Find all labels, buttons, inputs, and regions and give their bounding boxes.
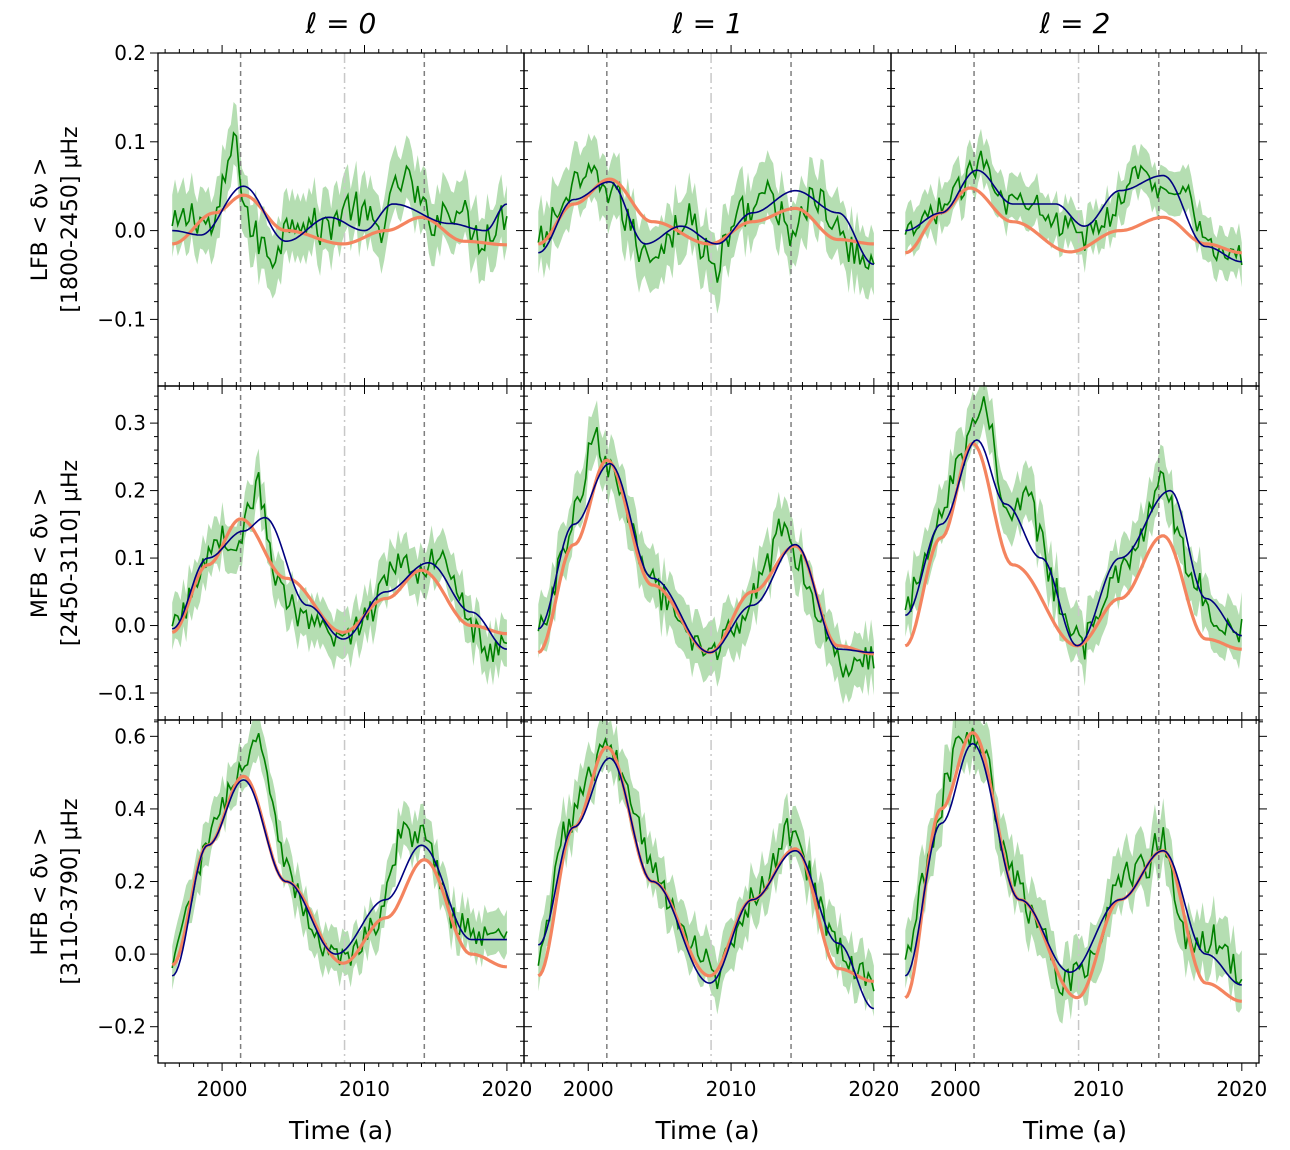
row-label-1: MFB < δν > [2450-3110] μHz <box>28 460 83 646</box>
model-curve <box>537 745 874 983</box>
ytick-label: 0.0 <box>114 614 146 638</box>
smoothed-curve <box>904 742 1242 986</box>
panel-2-1 <box>537 720 875 1063</box>
smoothed-curve <box>537 462 874 654</box>
smoothed-curve <box>172 185 508 242</box>
row-label-0: LFB < δν > [1800-2450] μHz <box>28 126 83 312</box>
row-label-bottom-1: [2450-3110] μHz <box>58 460 83 646</box>
panel-1-1 <box>537 386 875 720</box>
uncertainty-band <box>905 720 1242 1024</box>
uncertainty-band <box>172 102 507 299</box>
ytick-label: −0.1 <box>97 681 146 705</box>
smoothed-curve <box>171 779 507 977</box>
panel-0-0 <box>171 53 508 386</box>
ytick-label: −0.1 <box>97 307 146 331</box>
xtick-label: 2020 <box>481 1077 532 1101</box>
smoothed-curve <box>538 180 875 266</box>
data-line <box>904 396 1243 660</box>
panel-1-0 <box>171 386 508 720</box>
x-axis-title: Time (a) <box>1022 1116 1127 1145</box>
uncertainty-band <box>905 386 1242 687</box>
x-axis-title: Time (a) <box>288 1116 393 1145</box>
row-label-bottom-0: [1800-2450] μHz <box>58 126 83 312</box>
uncertainty-band <box>538 400 874 705</box>
xtick-label: 2020 <box>848 1077 899 1101</box>
model-curve <box>537 458 874 656</box>
xtick-label: 2010 <box>1073 1077 1124 1101</box>
ytick-label: −0.2 <box>97 1015 146 1039</box>
ytick-label: 0.2 <box>114 41 146 65</box>
data-line <box>171 733 508 969</box>
data-line <box>171 131 508 270</box>
data-line <box>904 727 1243 997</box>
model-curve <box>904 730 1242 1003</box>
ytick-label: 0.0 <box>114 942 146 966</box>
uncertainty-band <box>172 448 507 686</box>
model-curve <box>904 441 1242 651</box>
data-line <box>904 150 1243 266</box>
column-title-1: ℓ = 1 <box>671 7 743 40</box>
xtick-label: 2000 <box>930 1077 981 1101</box>
panel-frame <box>890 385 1260 721</box>
xtick-label: 2010 <box>706 1077 757 1101</box>
column-title-0: ℓ = 0 <box>305 7 377 40</box>
row-label-top-1: MFB < δν > <box>28 488 53 618</box>
ytick-label: 0.0 <box>114 219 146 243</box>
ytick-label: 0.4 <box>114 797 146 821</box>
smoothed-curve <box>905 439 1242 647</box>
ytick-label: 0.3 <box>114 411 146 435</box>
xtick-label: 2000 <box>197 1077 248 1101</box>
ytick-label: 0.2 <box>114 479 146 503</box>
model-curve <box>171 517 507 636</box>
xtick-label: 2020 <box>1216 1077 1267 1101</box>
x-axis-title: Time (a) <box>655 1116 760 1145</box>
smoothed-curve <box>171 516 508 650</box>
uncertainty-band <box>172 720 507 990</box>
column-title-2: ℓ = 2 <box>1039 7 1111 40</box>
panel-frame <box>157 719 525 1064</box>
panel-2-2 <box>904 720 1243 1063</box>
ytick-label: 0.2 <box>114 870 146 894</box>
panel-frame <box>890 719 1260 1064</box>
xtick-label: 2000 <box>563 1077 614 1101</box>
xtick-label: 2010 <box>339 1077 390 1101</box>
uncertainty-band <box>905 128 1242 288</box>
row-label-2: HFB < δν > [3110-3790] μHz <box>28 798 83 984</box>
row-label-bottom-2: [3110-3790] μHz <box>58 798 83 984</box>
model-curve <box>905 186 1242 255</box>
smoothed-curve <box>537 757 875 1010</box>
uncertainty-band <box>538 133 874 314</box>
ytick-label: 0.1 <box>114 546 146 570</box>
panel-0-2 <box>904 53 1243 386</box>
panel-0-1 <box>537 53 875 386</box>
data-line <box>537 161 875 283</box>
ytick-label: 0.1 <box>114 130 146 154</box>
smoothed-curve <box>905 169 1242 263</box>
row-label-top-0: LFB < δν > <box>28 158 53 282</box>
model-curve <box>172 193 507 247</box>
panel-1-2 <box>904 386 1243 720</box>
uncertainty-band <box>538 720 874 1017</box>
panel-2-0 <box>171 720 508 1063</box>
data-line <box>171 471 508 663</box>
ytick-label: 0.6 <box>114 724 146 748</box>
row-label-top-2: HFB < δν > <box>28 828 53 956</box>
